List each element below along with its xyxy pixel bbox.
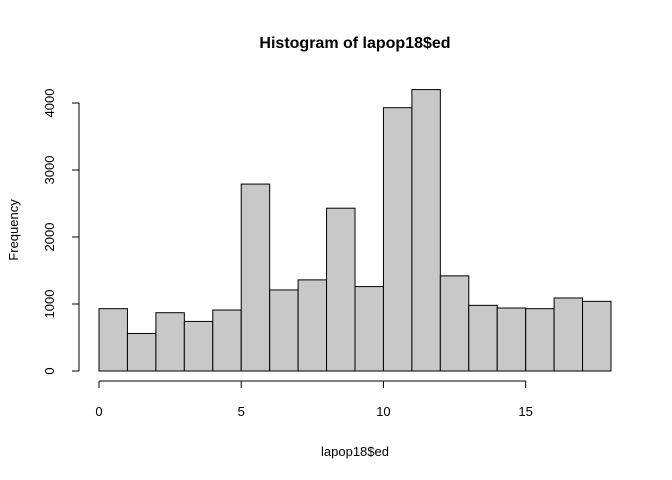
- y-tick-label: 4000: [42, 89, 57, 118]
- y-tick-label: 3000: [42, 156, 57, 185]
- chart-title: Histogram of lapop18$ed: [259, 35, 450, 52]
- y-axis: 0 1000 2000 3000 4000: [42, 89, 80, 375]
- histogram-bar: [326, 207, 356, 372]
- x-axis-label: lapop18$ed: [321, 444, 389, 459]
- histogram-bar: [468, 304, 498, 372]
- histogram-bar: [496, 307, 527, 372]
- histogram-bar: [212, 309, 242, 372]
- histogram-bar: [354, 286, 384, 372]
- y-tick-label: 0: [42, 367, 57, 374]
- x-tick-label: 5: [238, 404, 245, 419]
- histogram-bar: [240, 183, 271, 372]
- histogram-bar: [297, 279, 328, 372]
- histogram-bar: [411, 89, 441, 372]
- histogram-bar: [525, 308, 555, 372]
- histogram-bar: [382, 107, 413, 372]
- x-tick-label: 10: [376, 404, 390, 419]
- histogram-bar: [183, 320, 214, 372]
- histogram-bar: [126, 332, 157, 372]
- y-axis-label: Frequency: [6, 199, 21, 261]
- histogram-bar: [582, 300, 612, 372]
- x-tick-label: 15: [518, 404, 532, 419]
- x-tick-label: 0: [95, 404, 102, 419]
- y-tick-label: 1000: [42, 290, 57, 319]
- histogram-bar: [269, 289, 299, 372]
- histogram-bar: [553, 297, 584, 372]
- y-tick-label: 2000: [42, 223, 57, 252]
- histogram-bar: [155, 312, 185, 372]
- bars-group: [98, 89, 612, 372]
- histogram-bar: [98, 308, 128, 372]
- histogram-bar: [439, 275, 470, 372]
- x-axis: 0 5 10 15: [95, 380, 533, 419]
